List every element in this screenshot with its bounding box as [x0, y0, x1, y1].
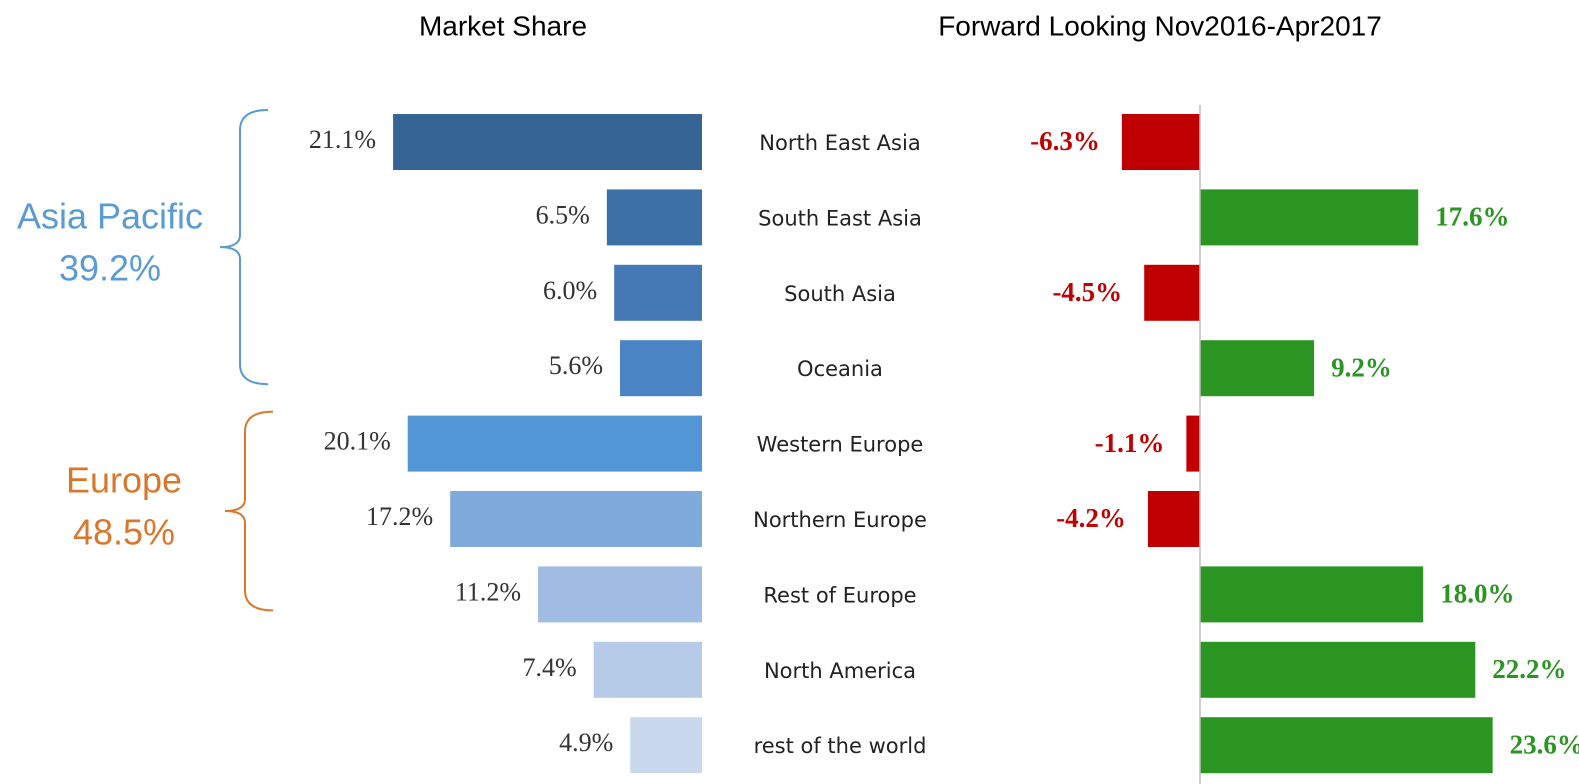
bar: [1147, 491, 1200, 547]
value-label: 23.6%: [1510, 729, 1579, 759]
category-label: Rest of Europe: [763, 583, 916, 607]
value-label: 17.6%: [1435, 202, 1509, 232]
value-label: 18.0%: [1440, 579, 1514, 609]
bar: [1200, 340, 1315, 397]
category-label: Oceania: [797, 357, 883, 381]
group-name: Asia Pacific: [17, 196, 203, 237]
bar: [1121, 114, 1200, 170]
bar: [1186, 415, 1200, 472]
value-label: 6.5%: [536, 200, 590, 229]
category-label: Western Europe: [757, 433, 924, 457]
bar: [1144, 264, 1200, 321]
value-label: 9.2%: [1331, 352, 1392, 382]
group-share: 48.5%: [73, 512, 175, 553]
chart-title: Forward Looking Nov2016-Apr2017: [938, 10, 1382, 41]
value-label: -6.3%: [1030, 126, 1100, 156]
category-label: North East Asia: [759, 131, 920, 155]
category-label: South East Asia: [758, 206, 922, 230]
bar: [614, 264, 702, 321]
value-label: 4.9%: [559, 728, 613, 757]
category-label: South Asia: [784, 282, 896, 306]
chart-title: Market Share: [419, 10, 587, 41]
value-label: -4.5%: [1052, 277, 1122, 307]
bar: [1200, 566, 1424, 623]
bar: [1200, 641, 1476, 698]
value-label: 20.1%: [324, 427, 391, 456]
bar: [606, 189, 702, 246]
value-label: -4.2%: [1056, 503, 1126, 533]
value-label: 21.1%: [309, 125, 376, 154]
group-brace: [219, 109, 269, 386]
value-label: 7.4%: [522, 653, 576, 682]
value-label: 5.6%: [549, 351, 603, 380]
bar: [630, 717, 702, 774]
value-label: 22.2%: [1492, 654, 1566, 684]
group-name: Europe: [66, 460, 182, 501]
value-label: 6.0%: [543, 276, 597, 305]
bar: [593, 641, 702, 698]
bar: [538, 566, 702, 623]
value-label: 17.2%: [366, 502, 433, 531]
value-label: -1.1%: [1095, 428, 1165, 458]
category-label: rest of the world: [754, 734, 927, 758]
bar: [1200, 189, 1419, 246]
value-label: 11.2%: [455, 577, 521, 606]
bar: [1200, 717, 1493, 774]
group-share: 39.2%: [59, 248, 161, 289]
bar: [450, 491, 702, 547]
bar: [407, 415, 702, 472]
category-label: Northern Europe: [753, 508, 927, 532]
bar: [393, 114, 702, 170]
bar: [620, 340, 702, 397]
group-brace: [224, 410, 274, 612]
category-label: North America: [764, 659, 916, 683]
